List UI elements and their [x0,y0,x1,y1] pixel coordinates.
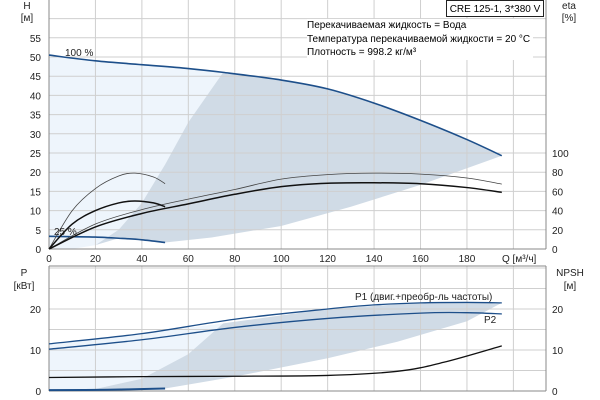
h-axis-label: H [23,1,30,12]
eta-axis-unit: [%] [562,13,577,24]
power-curve [48,301,502,345]
efficiency-curve [48,172,166,250]
head-curve [48,54,503,157]
efficiency-curve [48,200,166,250]
h-tick-label: 40 [30,91,42,102]
top-operating-light-region [49,55,224,249]
curve-label-100: 100 % [65,48,93,59]
p-tick-label: 0 [35,387,41,398]
info-box: Перекачиваемая жидкость = Вода Температу… [307,19,534,60]
eta-tick-label: 60 [552,187,564,198]
h-tick-label: 30 [30,130,42,141]
npsh-axis-label: NPSH [556,268,584,279]
eta-tick-label: 40 [552,207,564,218]
h-tick-label: 10 [30,207,42,218]
power-curve [48,387,166,392]
npsh-tick-label: 20 [552,305,564,316]
h-tick-label: 45 [30,72,42,83]
p-axis-unit: [кВт] [14,281,35,292]
info-temperature: Температура перекачиваемой жидкости = 20… [307,33,531,45]
title-box: CRE 125-1, 3*380 V [446,0,544,17]
x-tick-label: 180 [459,254,476,265]
eta-tick-label: 100 [552,149,569,160]
x-tick-label: 0 [46,254,52,265]
p-tick-label: 10 [30,346,42,357]
npsh-curve [48,345,502,379]
h-tick-label: 55 [30,34,42,45]
curve-label-25: 25 % [54,227,77,238]
npsh-tick-label: 0 [552,387,558,398]
eta-tick-label: 20 [552,226,564,237]
x-tick-label: 20 [90,254,102,265]
p-axis-label: P [21,268,28,279]
bottom-operating-light-region [49,323,224,391]
p1-label: P1 (двиг.+преобр-ль частоты) [355,291,492,303]
npsh-tick-label: 10 [552,346,564,357]
x-tick-label: 120 [319,254,336,265]
x-axis-label: Q [м³/ч] [502,254,537,265]
eta-axis-label: eta [562,1,576,12]
bottom-operating-dark-region [95,302,502,389]
h-axis-unit: [м] [21,13,34,24]
info-liquid: Перекачиваемая жидкость = Вода [307,20,467,31]
eta-tick-label: 80 [552,168,564,179]
eta-tick-label: 0 [552,245,558,256]
h-tick-label: 35 [30,111,42,122]
power-curve [48,311,502,350]
h-tick-label: 0 [35,245,41,256]
h-tick-label: 20 [30,168,42,179]
h-tick-label: 5 [35,226,41,237]
h-tick-label: 50 [30,53,42,64]
x-tick-label: 160 [412,254,429,265]
npsh-axis-unit: [м] [564,281,577,292]
chart-title: CRE 125-1, 3*380 V [449,4,541,15]
h-tick-label: 15 [30,187,42,198]
info-density: Плотность = 998.2 кг/м³ [307,47,417,58]
p-tick-label: 20 [30,305,42,316]
x-tick-label: 140 [366,254,383,265]
efficiency-curve [48,181,502,250]
x-tick-label: 60 [183,254,195,265]
x-tick-label: 100 [273,254,290,265]
efficiency-curve [48,172,502,250]
h-tick-label: 25 [30,149,42,160]
x-tick-label: 80 [229,254,241,265]
p2-label: P2 [484,315,497,326]
x-tick-label: 40 [136,254,148,265]
